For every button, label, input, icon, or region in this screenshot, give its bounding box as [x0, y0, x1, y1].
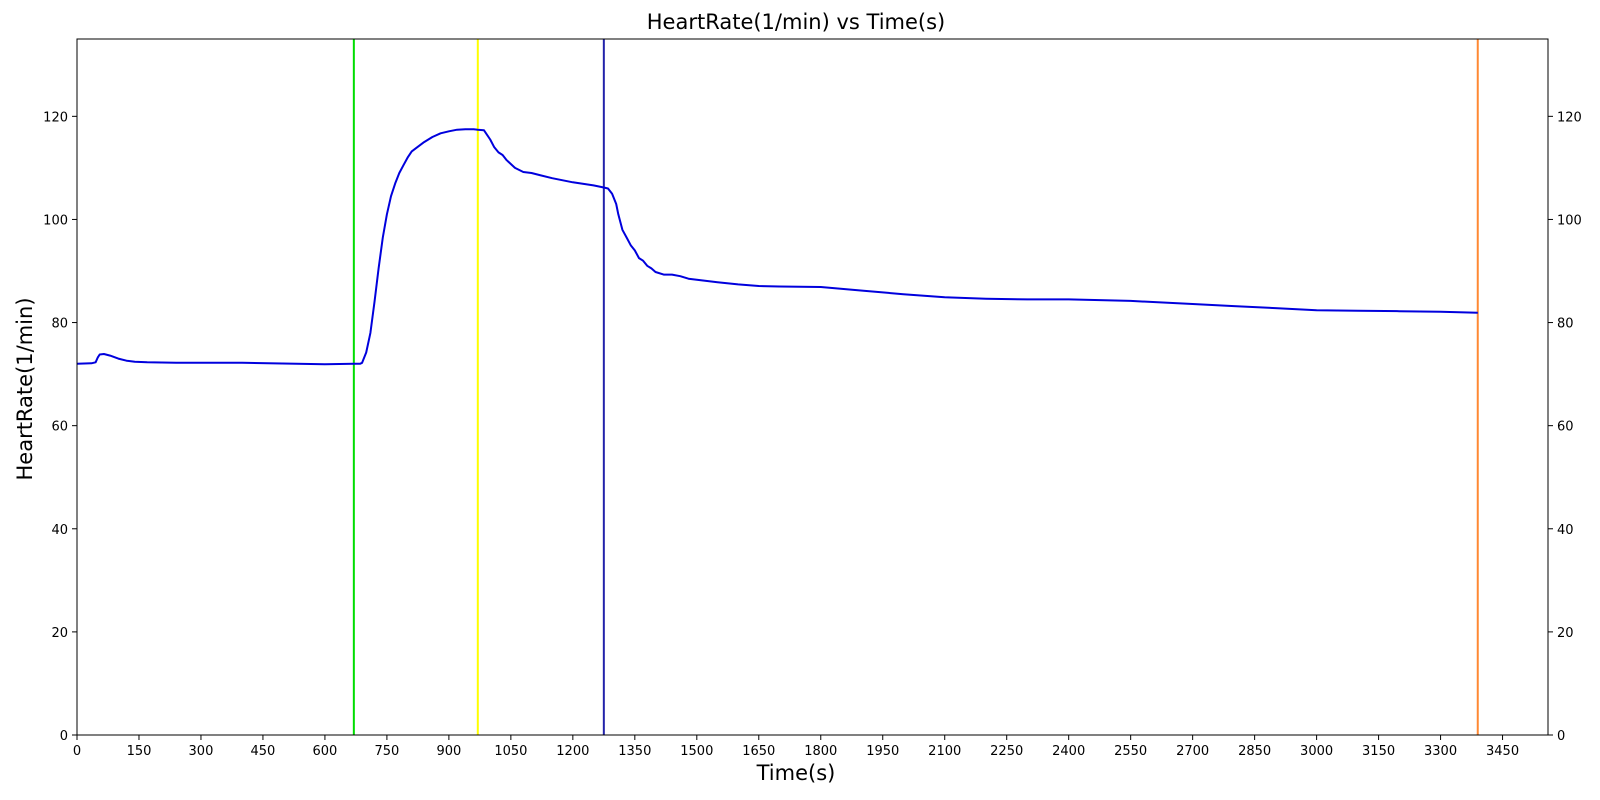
x-axis-title: Time(s) — [756, 761, 836, 785]
x-tick-label: 450 — [251, 744, 276, 759]
plot-area — [76, 39, 1479, 735]
y-tick-label-left: 0 — [60, 729, 68, 744]
y-tick-label-left: 80 — [51, 317, 68, 332]
x-tick-label: 2100 — [928, 744, 961, 759]
x-tick-label: 2250 — [990, 744, 1023, 759]
x-tick-label: 1050 — [494, 744, 527, 759]
x-tick-label: 1800 — [804, 744, 837, 759]
y-tick-label-left: 120 — [43, 110, 68, 125]
x-tick-label: 2700 — [1176, 744, 1209, 759]
x-tick-label: 3000 — [1300, 744, 1333, 759]
y-tick-label-right: 60 — [1557, 420, 1574, 435]
x-tick-label: 600 — [313, 744, 338, 759]
y-axis-title: HeartRate(1/min) — [13, 297, 37, 480]
y-tick-label-left: 100 — [43, 213, 68, 228]
x-tick-label: 1950 — [866, 744, 899, 759]
x-tick-label: 1650 — [742, 744, 775, 759]
y-tick-label-left: 40 — [51, 523, 68, 538]
chart-title: HeartRate(1/min) vs Time(s) — [647, 10, 945, 34]
x-tick-label: 3450 — [1486, 744, 1519, 759]
plot-frame — [76, 38, 1549, 736]
x-tick-label: 2550 — [1114, 744, 1147, 759]
x-tick-label: 0 — [73, 744, 81, 759]
series-line-1 — [76, 128, 1478, 366]
y-tick-label-right: 0 — [1557, 729, 1565, 744]
x-tick-label: 1200 — [556, 744, 589, 759]
x-tick-label: 1500 — [680, 744, 713, 759]
x-tick-label: 3150 — [1362, 744, 1395, 759]
x-tick-label: 2850 — [1238, 744, 1271, 759]
y-tick-label-right: 40 — [1557, 523, 1574, 538]
x-tick-label: 3300 — [1424, 744, 1457, 759]
y-tick-label-right: 100 — [1557, 213, 1582, 228]
y-tick-label-right: 80 — [1557, 317, 1574, 332]
x-tick-label: 1350 — [618, 744, 651, 759]
x-tick-label: 300 — [189, 744, 214, 759]
y-tick-label-right: 20 — [1557, 626, 1574, 641]
y-tick-label-right: 120 — [1557, 110, 1582, 125]
x-tick-label: 2400 — [1052, 744, 1085, 759]
axis-ticks: 0 150 300 450 600 750 900 1050 1200 1350 1500 1650 1… — [43, 110, 1582, 759]
x-tick-label: 750 — [374, 744, 399, 759]
x-tick-label: 900 — [436, 744, 461, 759]
y-tick-label-left: 60 — [51, 420, 68, 435]
y-tick-label-left: 20 — [51, 626, 68, 641]
x-tick-label: 150 — [127, 744, 152, 759]
